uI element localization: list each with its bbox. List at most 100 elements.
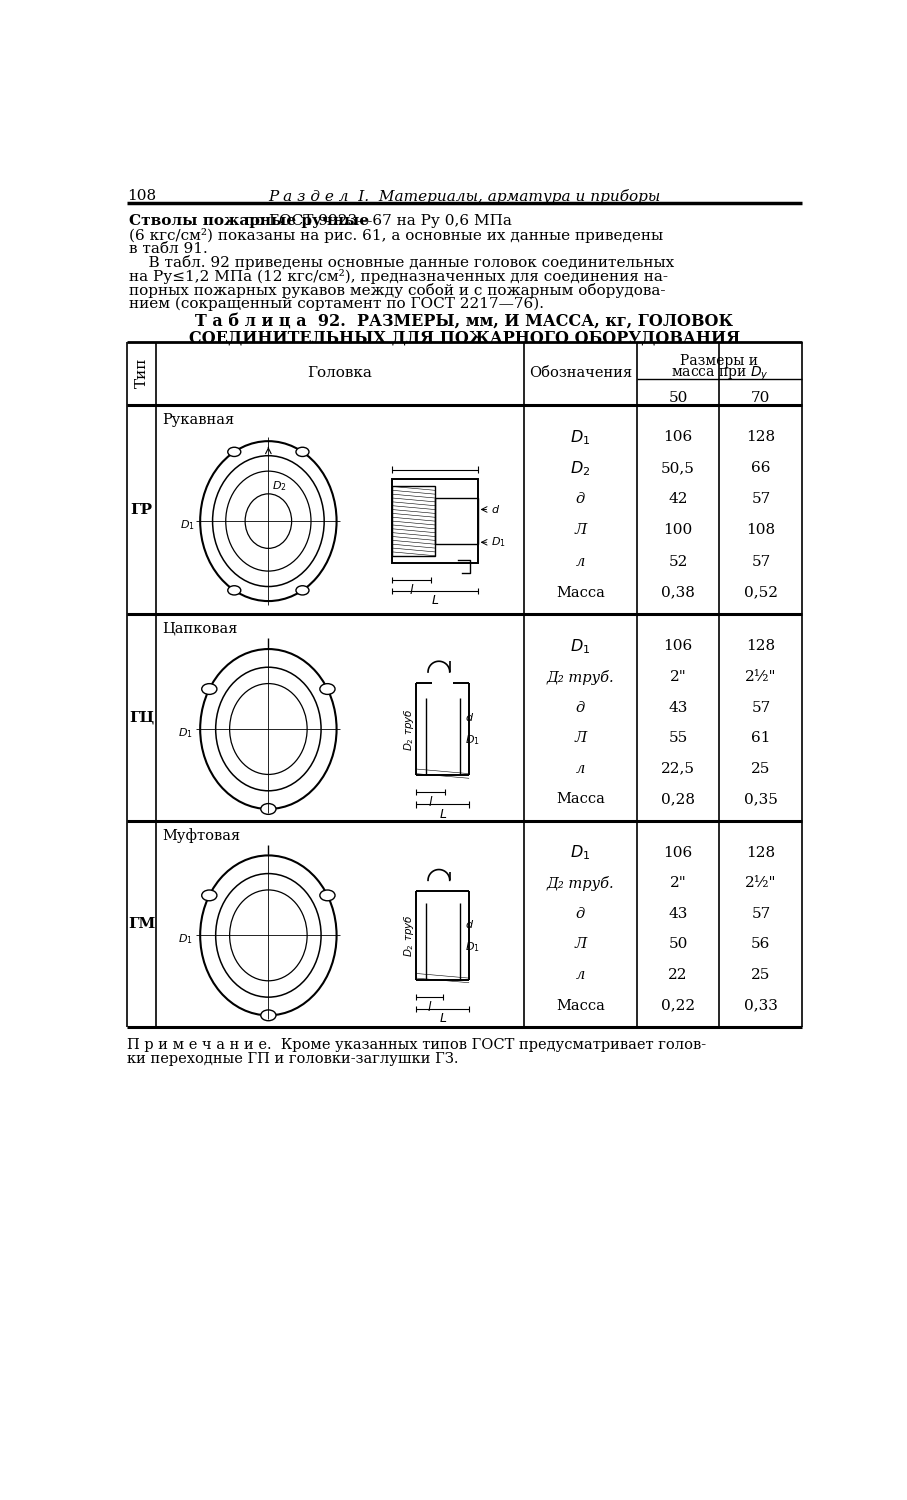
Text: 66: 66 (751, 462, 771, 476)
Text: (6 кгс/см²) показаны на рис. 61, а основные их данные приведены: (6 кгс/см²) показаны на рис. 61, а основ… (129, 228, 663, 243)
Text: Д₂ труб.: Д₂ труб. (547, 669, 614, 684)
Text: л: л (576, 555, 585, 568)
Text: $d$: $d$ (465, 918, 474, 930)
Text: Рукавная: Рукавная (162, 413, 234, 426)
Text: 57: 57 (751, 555, 771, 568)
Text: л: л (576, 762, 585, 776)
Text: Муфтовая: Муфтовая (162, 828, 240, 843)
Text: 52: 52 (668, 555, 688, 568)
Text: 57: 57 (751, 492, 771, 507)
Text: $D_1$: $D_1$ (465, 940, 480, 954)
Text: Размеры и: Размеры и (680, 354, 758, 368)
Text: П р и м е ч а н и е.  Кроме указанных типов ГОСТ предусматривает голов-: П р и м е ч а н и е. Кроме указанных тип… (127, 1038, 707, 1052)
Ellipse shape (201, 684, 217, 694)
Text: д: д (576, 908, 585, 921)
Text: 108: 108 (746, 524, 775, 537)
Text: 50: 50 (668, 938, 688, 951)
Text: $D_1$: $D_1$ (491, 536, 505, 549)
Text: Цапковая: Цапковая (162, 622, 238, 636)
Text: В табл. 92 приведены основные данные головок соединительных: В табл. 92 приведены основные данные гол… (129, 255, 674, 270)
Text: нием (сокращенный сортамент по ГОСТ 2217—76).: нием (сокращенный сортамент по ГОСТ 2217… (129, 297, 544, 312)
Ellipse shape (261, 804, 276, 814)
Text: ки переходные ГП и головки-заглушки ГЗ.: ки переходные ГП и головки-заглушки ГЗ. (127, 1052, 459, 1065)
Text: $l$: $l$ (427, 999, 433, 1014)
Text: ГР: ГР (131, 503, 152, 516)
Text: 22,5: 22,5 (661, 762, 695, 776)
Text: на Ру≤1,2 МПа (12 кгс/см²), предназначенных для соединения на-: на Ру≤1,2 МПа (12 кгс/см²), предназначен… (129, 270, 668, 285)
Text: 100: 100 (663, 524, 693, 537)
Text: д: д (576, 492, 585, 507)
Text: масса при $D_y$: масса при $D_y$ (670, 364, 768, 382)
Ellipse shape (261, 1010, 276, 1020)
Text: л: л (576, 968, 585, 982)
Text: $D_1$: $D_1$ (571, 843, 590, 862)
Text: $D_1$: $D_1$ (465, 734, 480, 747)
Text: 50: 50 (668, 392, 688, 405)
Text: 43: 43 (668, 908, 688, 921)
Text: $l$: $l$ (428, 795, 434, 808)
Text: порных пожарных рукавов между собой и с пожарным оборудова-: порных пожарных рукавов между собой и с … (129, 284, 666, 298)
Text: 2": 2" (669, 876, 687, 891)
Text: $D_1$: $D_1$ (179, 726, 193, 740)
Text: $D_2$: $D_2$ (571, 459, 590, 477)
Text: 43: 43 (668, 700, 688, 714)
Text: СОЕДИНИТЕЛЬНЫХ ДЛЯ ПОЖАРНОГО ОБОРУДОВАНИЯ: СОЕДИНИТЕЛЬНЫХ ДЛЯ ПОЖАРНОГО ОБОРУДОВАНИ… (189, 330, 740, 346)
Text: $D_2$ труб: $D_2$ труб (402, 914, 415, 957)
Text: $L$: $L$ (431, 594, 439, 608)
Ellipse shape (320, 890, 335, 902)
Text: Головка: Головка (307, 366, 373, 381)
Text: 56: 56 (751, 938, 771, 951)
Text: 0,33: 0,33 (744, 999, 778, 1012)
Text: $L$: $L$ (439, 1013, 447, 1025)
Ellipse shape (296, 447, 309, 456)
Text: Л: Л (574, 938, 587, 951)
Text: 128: 128 (746, 430, 775, 444)
Text: 128: 128 (746, 846, 775, 859)
Ellipse shape (320, 684, 335, 694)
Text: $D_1$: $D_1$ (179, 933, 193, 946)
Text: $D_1$: $D_1$ (571, 638, 590, 656)
Text: 50,5: 50,5 (661, 462, 695, 476)
Text: ГЦ: ГЦ (129, 711, 154, 724)
Text: 2": 2" (669, 670, 687, 684)
Text: $l$: $l$ (409, 584, 414, 597)
Text: 0,35: 0,35 (744, 792, 778, 806)
Ellipse shape (201, 890, 217, 902)
Text: 2¹⁄₂": 2¹⁄₂" (746, 876, 776, 891)
Text: Д₂ труб.: Д₂ труб. (547, 876, 614, 891)
Text: 22: 22 (668, 968, 688, 982)
Text: 42: 42 (668, 492, 688, 507)
Text: Л: Л (574, 524, 587, 537)
Text: $d$: $d$ (491, 504, 500, 516)
Text: $D_2$: $D_2$ (272, 480, 287, 494)
Text: $D_1$: $D_1$ (180, 518, 195, 532)
Text: 55: 55 (668, 730, 688, 746)
Text: ГМ: ГМ (128, 916, 155, 932)
Text: 57: 57 (751, 908, 771, 921)
Text: 25: 25 (751, 968, 771, 982)
Bar (393, 486, 435, 556)
Text: Тип: Тип (134, 358, 149, 388)
Text: 0,52: 0,52 (744, 585, 778, 600)
Text: Л: Л (574, 730, 587, 746)
Text: 106: 106 (663, 639, 693, 654)
Text: $D_2$ труб: $D_2$ труб (402, 708, 415, 750)
Text: д: д (576, 700, 585, 714)
Bar (435, 498, 478, 544)
Text: Масса: Масса (556, 585, 605, 600)
Text: 0,38: 0,38 (661, 585, 695, 600)
Text: Стволы пожарные ручные: Стволы пожарные ручные (129, 214, 369, 228)
Text: 106: 106 (663, 846, 693, 859)
Text: Масса: Масса (556, 999, 605, 1012)
Text: 0,22: 0,22 (661, 999, 695, 1012)
Text: 61: 61 (751, 730, 771, 746)
Text: Масса: Масса (556, 792, 605, 806)
Ellipse shape (228, 585, 240, 596)
Text: по ГОСТ 9923—67 на Ру 0,6 МПа: по ГОСТ 9923—67 на Ру 0,6 МПа (239, 214, 512, 228)
Text: 57: 57 (751, 700, 771, 714)
Text: Обозначения: Обозначения (529, 366, 632, 381)
Ellipse shape (228, 447, 240, 456)
Text: 128: 128 (746, 639, 775, 654)
Text: Р а з д е л  I.  Материалы, арматура и приборы: Р а з д е л I. Материалы, арматура и при… (268, 189, 660, 204)
Text: $d$: $d$ (465, 711, 474, 723)
